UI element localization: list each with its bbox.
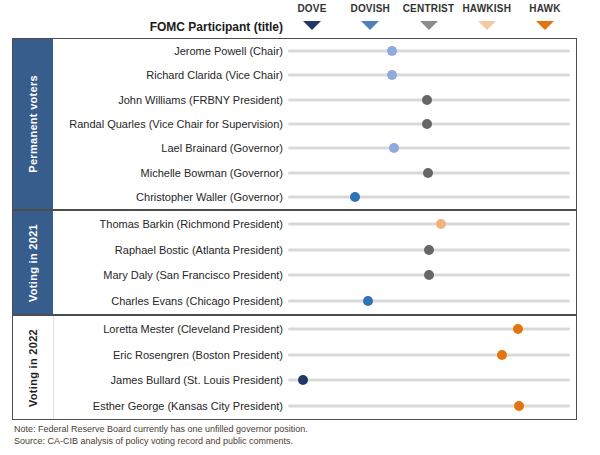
hawkish-triangle-icon xyxy=(478,21,496,30)
participant-row: Michelle Bowman (Governor) xyxy=(53,160,576,184)
participant-name: Christopher Waller (Governor) xyxy=(136,191,283,203)
stance-dot xyxy=(363,296,373,306)
participant-row: Richard Clarida (Vice Chair) xyxy=(53,63,576,87)
stance-track xyxy=(288,50,570,53)
participant-name: Mary Daly (San Francisco President) xyxy=(103,269,283,281)
participant-row: Lael Brainard (Governor) xyxy=(53,136,576,160)
section-rows: Loretta Mester (Cleveland President) Eric… xyxy=(53,316,576,419)
stance-track xyxy=(288,353,570,356)
stance-track xyxy=(288,327,570,330)
fomc-hawk-dove-chart: FOMC Participant (title) DOVEDOVISHCENTR… xyxy=(0,0,600,455)
participant-name: Michelle Bowman (Governor) xyxy=(141,167,283,179)
stance-dot xyxy=(387,70,397,80)
participant-name: Loretta Mester (Cleveland President) xyxy=(103,323,283,335)
participant-name: Richard Clarida (Vice Chair) xyxy=(146,69,283,81)
section-label-strip: Voting in 2022 xyxy=(13,316,54,419)
participant-name: Raphael Bostic (Atlanta President) xyxy=(115,244,283,256)
participant-name: Lael Brainard (Governor) xyxy=(161,142,283,154)
participant-name: Jerome Powell (Chair) xyxy=(174,45,283,57)
section-label: Voting in 2021 xyxy=(27,224,39,302)
participant-name: John Williams (FRBNY President) xyxy=(118,94,283,106)
participant-name: Charles Evans (Chicago President) xyxy=(111,295,283,307)
scale-col-hawk: HAWK xyxy=(505,3,585,30)
participant-title-label: FOMC Participant (title) xyxy=(150,20,283,34)
participant-row: Randal Quarles (Vice Chair for Supervisi… xyxy=(53,112,576,136)
section-voting-in-2021: Voting in 2021 Thomas Barkin (Richmond Pr… xyxy=(12,210,577,315)
stance-track xyxy=(288,405,570,408)
stance-dot xyxy=(422,119,432,129)
participant-name: Esther George (Kansas City President) xyxy=(93,400,283,412)
dovish-triangle-icon xyxy=(361,21,379,30)
note-text: Note: Federal Reserve Board currently ha… xyxy=(14,423,308,435)
participant-row: Mary Daly (San Francisco President) xyxy=(53,263,576,289)
stance-track xyxy=(288,74,570,77)
section-voting-in-2022: Voting in 2022 Loretta Mester (Cleveland … xyxy=(12,315,577,420)
section-rows: Jerome Powell (Chair) Richard Clarida (Vi… xyxy=(53,39,576,209)
participant-row: Christopher Waller (Governor) xyxy=(53,185,576,209)
stance-dot xyxy=(424,270,434,280)
stance-dot xyxy=(422,95,432,105)
participant-name: Eric Rosengren (Boston President) xyxy=(113,349,283,361)
footnotes: Note: Federal Reserve Board currently ha… xyxy=(14,423,308,447)
source-text: Source: CA-CIB analysis of policy voting… xyxy=(14,435,308,447)
dove-triangle-icon xyxy=(303,21,321,30)
stance-track xyxy=(288,379,570,382)
participant-row: Jerome Powell (Chair) xyxy=(53,39,576,63)
stance-dot xyxy=(387,46,397,56)
stance-dot xyxy=(513,324,523,334)
section-label: Permanent voters xyxy=(27,75,39,173)
scale-label: HAWK xyxy=(505,3,585,14)
stance-track xyxy=(288,195,570,198)
hawk-triangle-icon xyxy=(536,21,554,30)
section-rows: Thomas Barkin (Richmond President) Raphae… xyxy=(53,211,576,314)
participant-name: James Bullard (St. Louis President) xyxy=(111,374,283,386)
participant-row: Raphael Bostic (Atlanta President) xyxy=(53,237,576,263)
stance-dot xyxy=(497,350,507,360)
participant-row: Esther George (Kansas City President) xyxy=(53,393,576,419)
stance-track xyxy=(288,222,570,225)
centrist-triangle-icon xyxy=(420,21,438,30)
participant-row: Eric Rosengren (Boston President) xyxy=(53,342,576,368)
participant-row: Charles Evans (Chicago President) xyxy=(53,288,576,314)
stance-track xyxy=(288,147,570,150)
participant-row: John Williams (FRBNY President) xyxy=(53,88,576,112)
participant-name: Thomas Barkin (Richmond President) xyxy=(100,218,283,230)
stance-dot xyxy=(389,143,399,153)
stance-dot xyxy=(423,168,433,178)
stance-dot xyxy=(298,375,308,385)
section-permanent-voters: Permanent voters Jerome Powell (Chair) Ric… xyxy=(12,38,577,210)
participant-name: Randal Quarles (Vice Chair for Supervisi… xyxy=(69,118,283,130)
participant-row: Thomas Barkin (Richmond President) xyxy=(53,211,576,237)
participant-row: James Bullard (St. Louis President) xyxy=(53,368,576,394)
stance-dot xyxy=(424,245,434,255)
stance-track xyxy=(288,300,570,303)
section-label-strip: Permanent voters xyxy=(13,39,53,209)
participant-row: Loretta Mester (Cleveland President) xyxy=(53,316,576,342)
section-label: Voting in 2022 xyxy=(27,329,39,407)
stance-dot xyxy=(514,401,524,411)
stance-dot xyxy=(436,219,446,229)
section-label-strip: Voting in 2021 xyxy=(13,211,53,314)
stance-dot xyxy=(350,192,360,202)
